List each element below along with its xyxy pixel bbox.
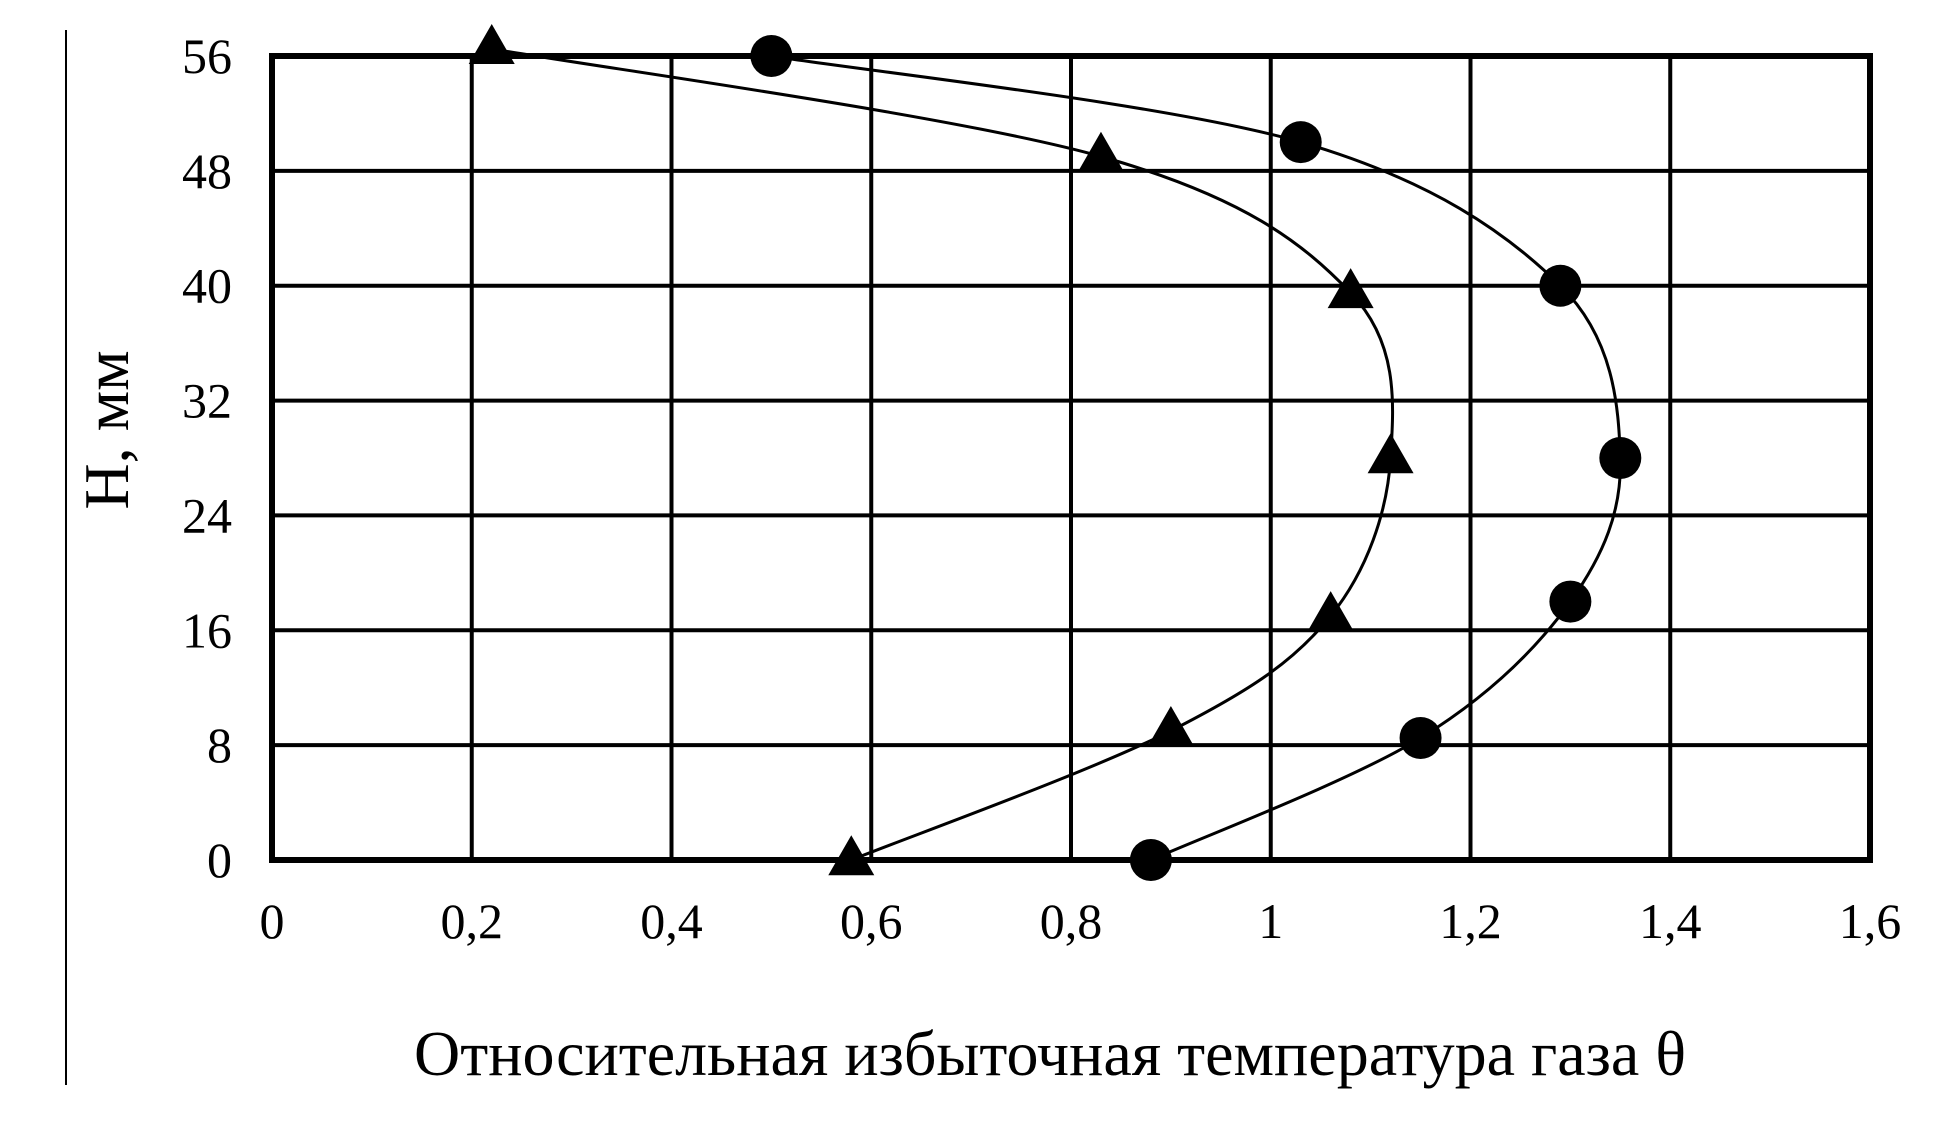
y-tick-label: 56 xyxy=(182,28,232,84)
triangle-marker xyxy=(1367,433,1414,474)
triangle-marker xyxy=(1307,591,1354,632)
x-tick-label: 1,4 xyxy=(1639,893,1702,949)
x-tick-label: 0,4 xyxy=(640,893,703,949)
x-tick-label: 0,6 xyxy=(840,893,903,949)
x-tick-label: 0,2 xyxy=(441,893,504,949)
circle-marker xyxy=(1279,121,1322,164)
x-tick-label: 1,6 xyxy=(1839,893,1902,949)
x-tick-labels: 0 0,2 0,4 0,6 0,8 1 1,2 1,4 1,6 xyxy=(260,893,1902,949)
x-axis-title: Относительная избыточная температура газ… xyxy=(414,1018,1686,1089)
series-0-line xyxy=(771,54,1622,862)
grid xyxy=(269,53,1873,863)
y-tick-labels: 0 8 16 24 32 40 48 56 xyxy=(182,28,232,888)
triangle-marker xyxy=(468,24,515,65)
y-tick-label: 0 xyxy=(207,832,232,888)
triangle-marker xyxy=(1327,268,1374,309)
y-tick-label: 48 xyxy=(182,143,232,199)
triangle-marker xyxy=(1077,131,1124,172)
y-axis-title: H, мм xyxy=(71,350,142,509)
x-tick-label: 0 xyxy=(260,893,285,949)
circle-marker xyxy=(1599,437,1642,479)
markers xyxy=(468,24,1642,881)
circle-marker xyxy=(1539,264,1582,307)
triangle-marker xyxy=(828,835,875,876)
circle-marker xyxy=(1549,580,1592,623)
x-tick-label: 1,2 xyxy=(1439,893,1502,949)
y-tick-label: 8 xyxy=(207,717,232,773)
plot-frame xyxy=(269,53,1873,863)
x-tick-label: 0,8 xyxy=(1040,893,1103,949)
circle-marker xyxy=(1129,839,1172,881)
circle-marker xyxy=(750,35,793,77)
y-tick-label: 24 xyxy=(182,487,232,543)
x-tick-label: 1 xyxy=(1258,893,1283,949)
y-tick-label: 16 xyxy=(182,602,232,658)
circle-marker xyxy=(1399,716,1442,759)
y-tick-label: 32 xyxy=(182,373,232,429)
triangle-marker xyxy=(1147,705,1194,746)
y-tick-label: 40 xyxy=(182,258,232,314)
